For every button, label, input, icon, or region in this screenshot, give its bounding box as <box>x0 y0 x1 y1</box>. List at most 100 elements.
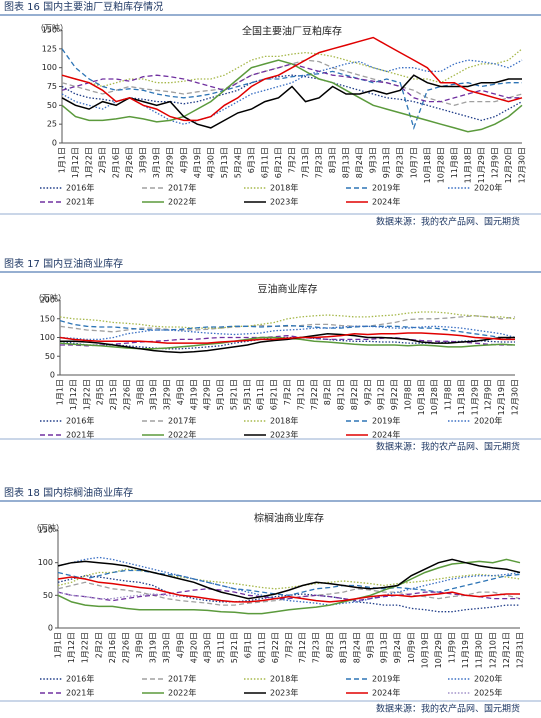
source-note: 数据来源：我的农产品网、国元期货 <box>376 703 520 715</box>
legend-label: 2022年 <box>168 688 196 698</box>
x-tick-label: 1月12日 <box>69 379 78 410</box>
y-tick-label: 100 <box>42 63 57 72</box>
y-tick-label: 150 <box>42 26 57 35</box>
series-line <box>61 74 523 122</box>
y-tick-label: 25 <box>47 120 57 129</box>
x-tick-label: 9月3日 <box>366 632 375 658</box>
series-line <box>61 59 523 133</box>
x-tick-label: 3月19日 <box>149 379 158 410</box>
series-line <box>57 556 521 606</box>
legend-label: 2022年 <box>168 197 196 207</box>
series-line <box>61 63 522 103</box>
x-tick-label: 10月18日 <box>417 379 426 415</box>
x-tick-label: 4月19日 <box>189 379 198 410</box>
x-tick-label: 10月28日 <box>430 379 439 415</box>
x-tick-label: 11月18日 <box>463 147 472 183</box>
series-line <box>59 311 516 329</box>
legend-label: 2020年 <box>474 674 502 684</box>
x-tick-label: 6月3日 <box>247 147 256 173</box>
x-tick-label: 5月10日 <box>216 379 225 410</box>
x-tick-label: 10月29日 <box>434 632 443 668</box>
x-tick-label: 9月22日 <box>390 379 399 410</box>
legend-label: 2017年 <box>168 183 196 193</box>
x-tick-label: 11月9日 <box>448 632 457 663</box>
x-tick-label: 7月2日 <box>283 379 292 405</box>
x-tick-label: 10月19日 <box>420 632 429 668</box>
x-tick-label: 1月22日 <box>82 379 91 410</box>
legend-label: 2024年 <box>372 430 400 440</box>
legend-label: 2017年 <box>168 416 196 426</box>
x-tick-label: 12月10日 <box>488 632 497 668</box>
x-tick-label: 3月29日 <box>166 147 175 178</box>
legend-label: 2023年 <box>270 688 298 698</box>
x-tick-label: 11月30日 <box>475 632 484 668</box>
series-line <box>57 591 181 600</box>
x-tick-label: 3月30日 <box>162 632 171 663</box>
y-tick-label: 0 <box>48 624 53 633</box>
y-tick-label: 0 <box>52 139 57 148</box>
series-line <box>57 576 520 603</box>
x-tick-label: 11月8日 <box>450 147 459 178</box>
x-tick-label: 7月23日 <box>315 147 324 178</box>
x-tick-label: 5月24日 <box>233 147 242 178</box>
x-tick-label: 7月2日 <box>285 632 294 658</box>
y-tick-label: 100 <box>40 333 55 342</box>
x-tick-label: 5月21日 <box>230 379 239 410</box>
legend-label: 2021年 <box>66 197 94 207</box>
x-tick-label: 8月2日 <box>323 379 332 405</box>
legend-label: 2018年 <box>270 674 298 684</box>
x-tick-label: 1月12日 <box>71 147 80 178</box>
legend-label: 2022年 <box>168 430 196 440</box>
x-tick-label: 11月18日 <box>457 379 466 415</box>
x-tick-label: 8月13日 <box>339 632 348 663</box>
y-tick-label: 125 <box>42 44 57 53</box>
x-tick-label: 7月2日 <box>288 147 297 173</box>
x-tick-label: 4月30日 <box>203 632 212 663</box>
x-tick-label: 5月13日 <box>220 147 229 178</box>
chart-title: 棕榈油商业库存 <box>254 512 324 525</box>
x-tick-label: 2月26日 <box>125 147 134 178</box>
y-tick-label: 50 <box>45 352 55 361</box>
legend-label: 2019年 <box>372 183 400 193</box>
x-tick-label: 8月22日 <box>350 379 359 410</box>
x-tick-label: 12月31日 <box>516 632 525 668</box>
x-tick-label: 3月29日 <box>163 379 172 410</box>
x-tick-label: 10月8日 <box>403 379 412 410</box>
x-tick-label: 10月9日 <box>407 632 416 663</box>
x-tick-label: 2月26日 <box>121 632 130 663</box>
x-tick-label: 1月1日 <box>54 632 63 658</box>
legend-label: 2019年 <box>372 416 400 426</box>
x-tick-label: 9月24日 <box>393 632 402 663</box>
series-line <box>57 558 521 615</box>
legend-label: 2017年 <box>168 674 196 684</box>
x-tick-label: 8月24日 <box>355 147 364 178</box>
x-tick-label: 5月21日 <box>230 632 239 663</box>
x-tick-label: 12月9日 <box>490 147 499 178</box>
x-tick-label: 12月21日 <box>502 632 511 668</box>
x-tick-label: 8月2日 <box>325 632 334 658</box>
x-tick-label: 6月21日 <box>270 379 279 410</box>
series-line <box>61 48 522 130</box>
x-tick-label: 6月22日 <box>271 632 280 663</box>
x-tick-label: 2月15日 <box>109 379 118 410</box>
x-tick-label: 6月11日 <box>257 632 266 663</box>
chart-title: 豆油商业库存 <box>258 283 318 296</box>
legend-label: 2024年 <box>372 197 400 207</box>
x-tick-label: 6月1日 <box>244 632 253 658</box>
x-tick-label: 8月13日 <box>342 147 351 178</box>
x-tick-label: 11月19日 <box>461 632 470 668</box>
legend-label: 2016年 <box>66 416 94 426</box>
series-line <box>61 48 523 88</box>
x-tick-label: 7月12日 <box>296 379 305 410</box>
x-tick-label: 2月5日 <box>98 147 107 173</box>
x-tick-label: 2月2日 <box>94 632 103 658</box>
x-tick-label: 9月3日 <box>369 147 378 173</box>
legend-label: 2021年 <box>66 430 94 440</box>
x-tick-label: 2月26日 <box>122 379 131 410</box>
x-tick-label: 10月18日 <box>423 147 432 183</box>
x-tick-label: 9月2日 <box>363 379 372 405</box>
x-tick-label: 8月24日 <box>352 632 361 663</box>
chart-title: 全国主要油厂豆粕库存 <box>242 25 342 38</box>
series-line <box>60 334 515 347</box>
